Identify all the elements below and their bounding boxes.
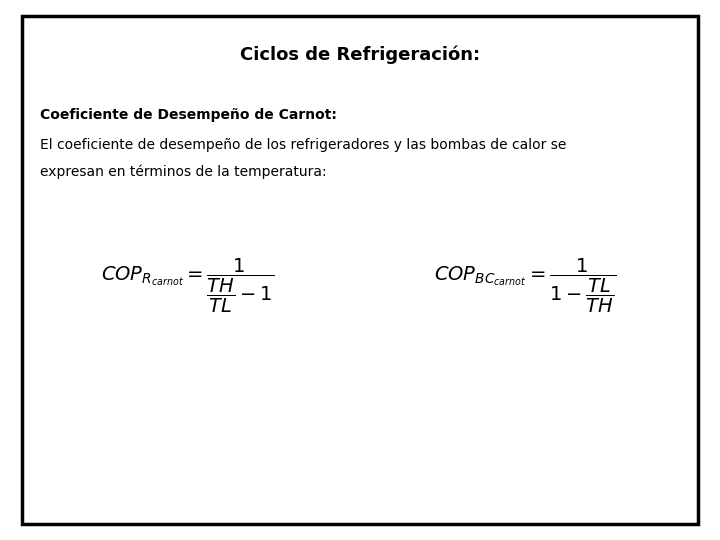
Text: Ciclos de Refrigeración:: Ciclos de Refrigeración: bbox=[240, 46, 480, 64]
FancyBboxPatch shape bbox=[22, 16, 698, 524]
Text: expresan en términos de la temperatura:: expresan en términos de la temperatura: bbox=[40, 165, 326, 179]
Text: $\mathit{COP}_{R_{carnot}} = \dfrac{1}{\dfrac{TH}{TL} - 1}$: $\mathit{COP}_{R_{carnot}} = \dfrac{1}{\… bbox=[101, 257, 274, 315]
Text: Coeficiente de Desempeño de Carnot:: Coeficiente de Desempeño de Carnot: bbox=[40, 108, 336, 122]
Text: El coeficiente de desempeño de los refrigeradores y las bombas de calor se: El coeficiente de desempeño de los refri… bbox=[40, 138, 566, 152]
Text: $\mathit{COP}_{BC_{carnot}} = \dfrac{1}{1 - \dfrac{TL}{TH}}$: $\mathit{COP}_{BC_{carnot}} = \dfrac{1}{… bbox=[434, 257, 617, 315]
